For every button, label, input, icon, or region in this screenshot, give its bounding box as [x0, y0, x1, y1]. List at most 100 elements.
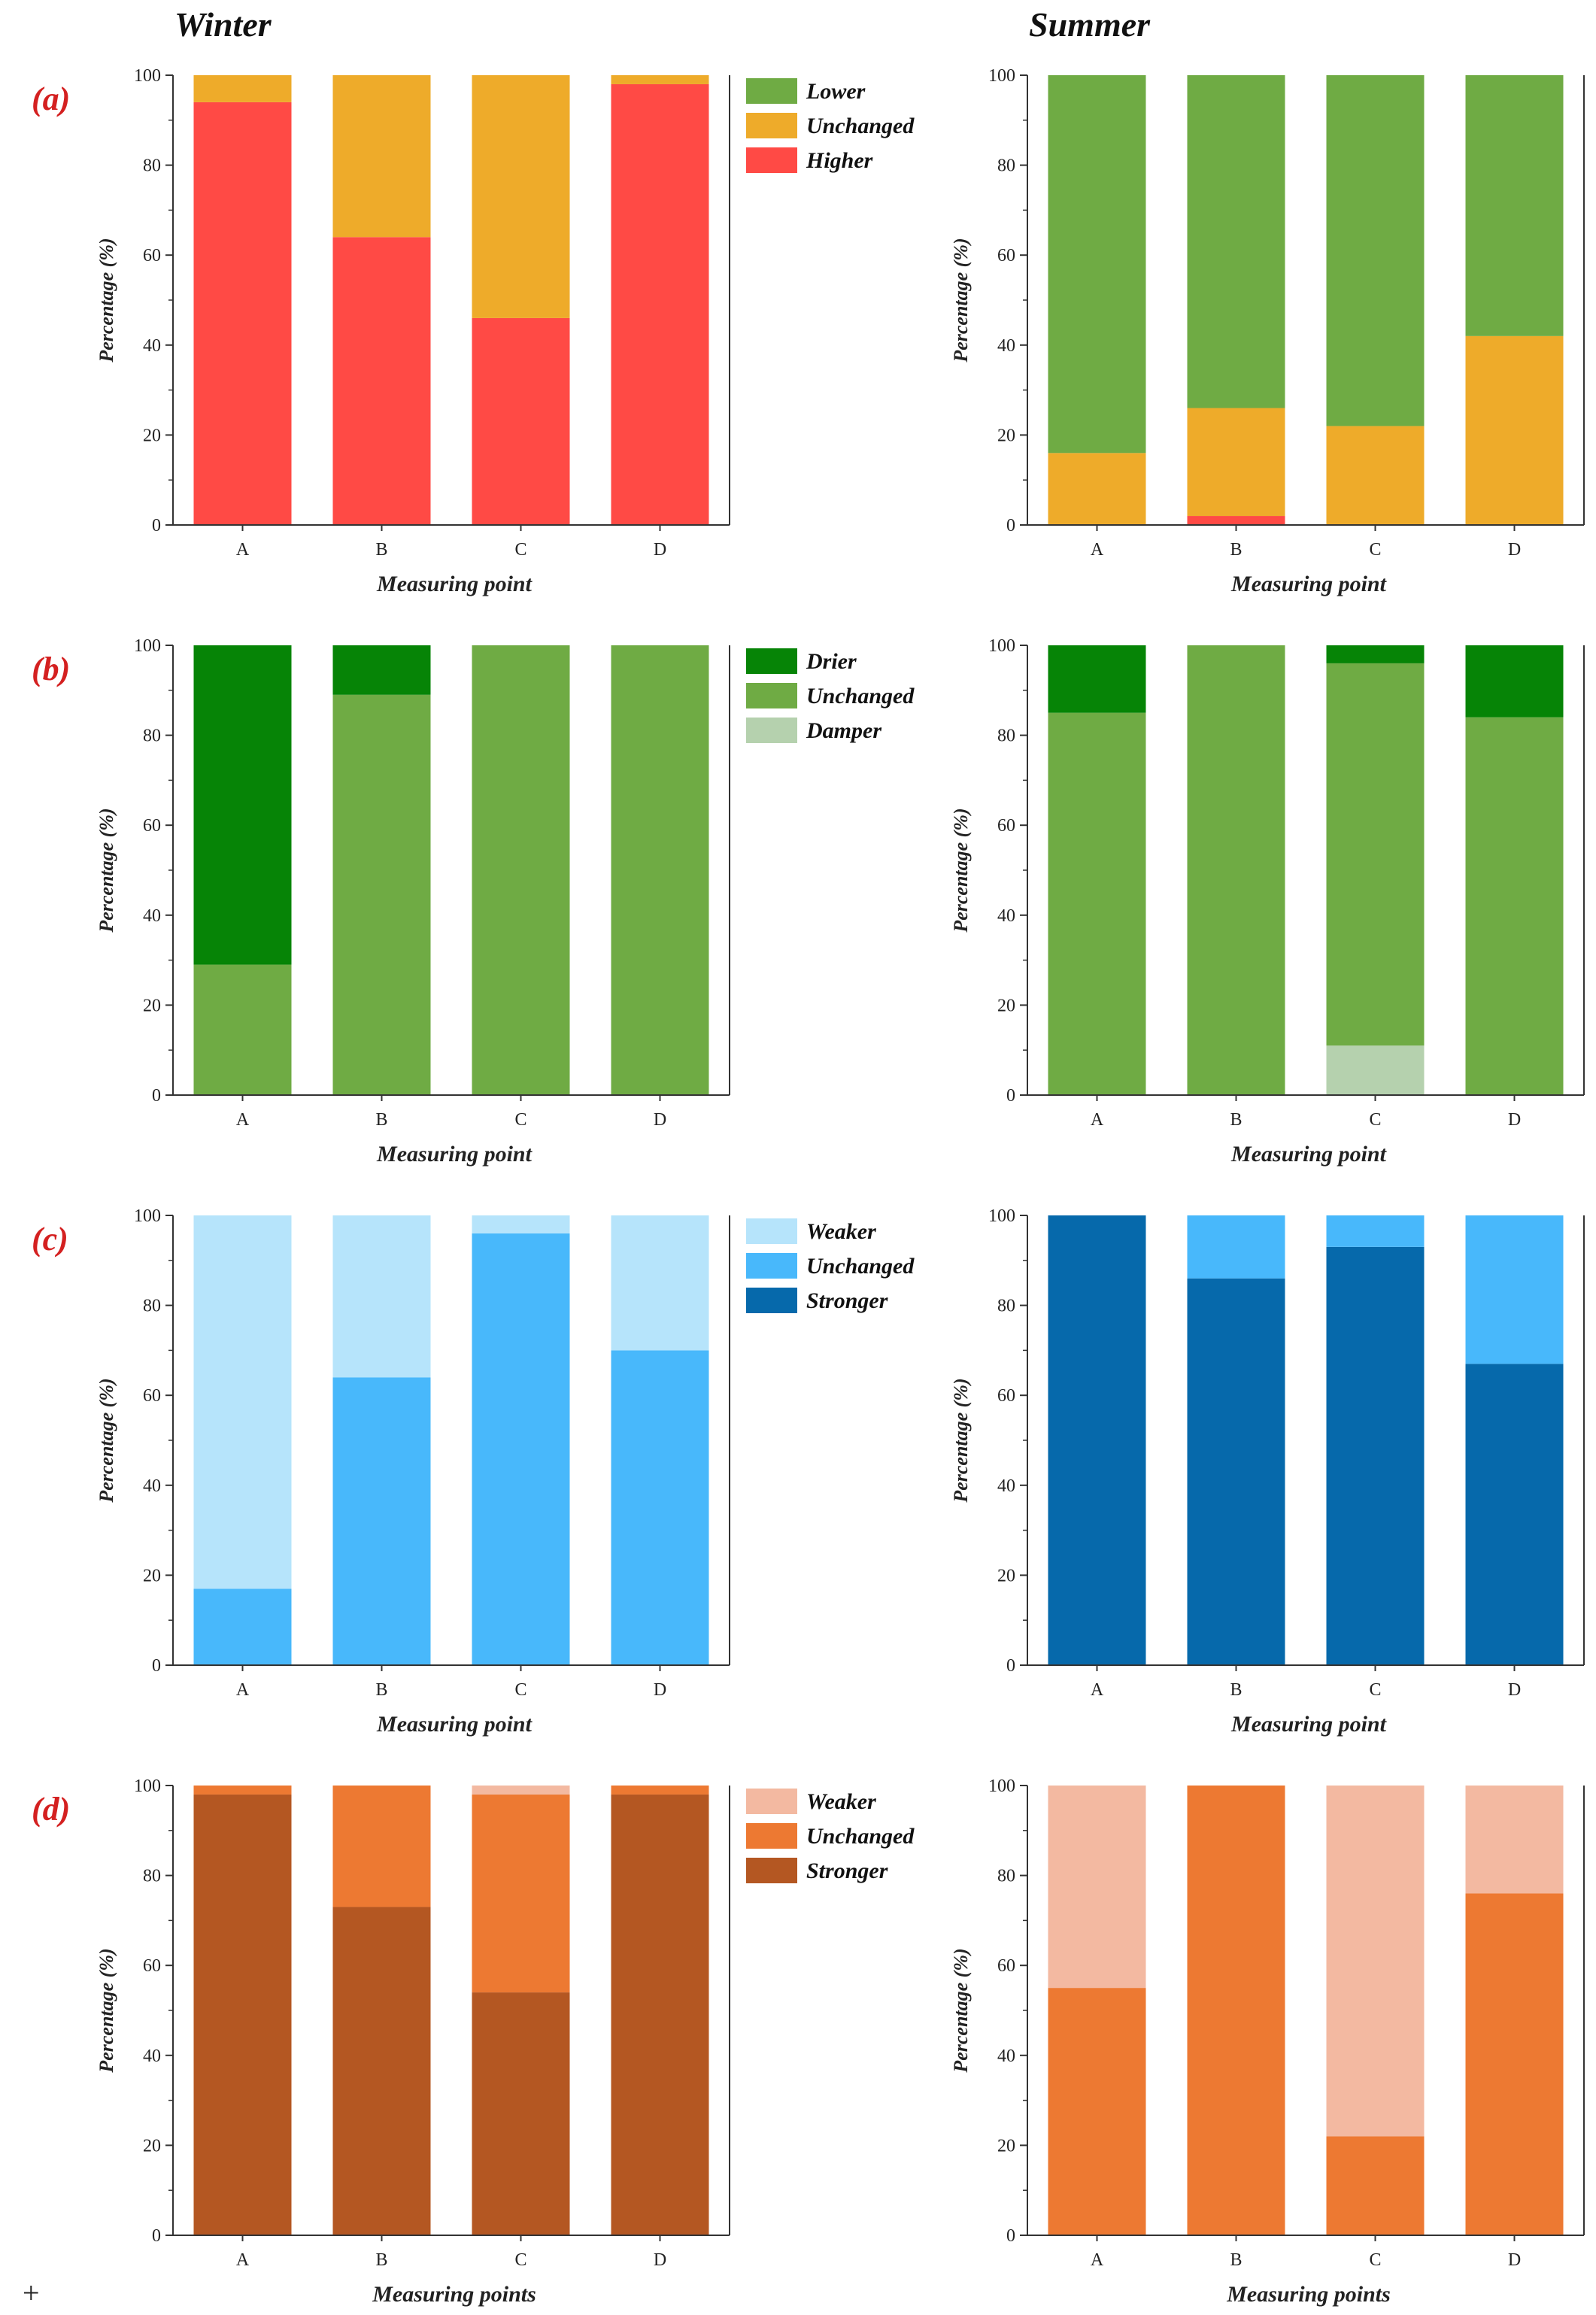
- y-tick-label: 20: [997, 2136, 1015, 2156]
- bar-c-stronger: [472, 1992, 570, 2235]
- y-axis-label: Percentage (%): [950, 1378, 972, 1503]
- y-tick-label: 0: [1006, 1656, 1015, 1676]
- x-tick-label: A: [236, 1110, 250, 1130]
- bar-a-unchanged: [193, 964, 292, 1095]
- bar-d-unchanged: [1465, 1893, 1564, 2235]
- y-axis-label: Percentage (%): [96, 238, 117, 363]
- bar-a-weaker: [193, 1215, 292, 1589]
- x-tick-label: A: [1091, 2250, 1104, 2270]
- winter-header: Winter: [174, 5, 272, 44]
- x-tick-label: C: [1369, 2250, 1381, 2270]
- y-tick-label: 100: [134, 1206, 161, 1226]
- x-tick-label: D: [1508, 540, 1521, 560]
- legend-swatch-higher: [746, 147, 797, 173]
- y-tick-label: 100: [988, 1776, 1015, 1796]
- y-tick-label: 60: [997, 1956, 1015, 1976]
- legend-label-lower: Lower: [806, 79, 866, 104]
- x-tick-label: C: [1369, 1680, 1381, 1700]
- chart-d-winter: (d) A B C D 0 20 40 60 80 100 Percentage (%) Measuri…: [32, 1776, 915, 2307]
- x-tick-label: B: [375, 1110, 387, 1130]
- legend-label-higher: Higher: [806, 148, 873, 173]
- y-tick-label: 40: [997, 1476, 1015, 1496]
- legend-label-stronger: Stronger: [806, 1858, 888, 1883]
- y-axis-label: Percentage (%): [96, 1948, 117, 2073]
- bar-d-unchanged: [611, 1350, 709, 1665]
- bar-b-unchanged: [332, 1377, 431, 1665]
- bar-b-stronger: [332, 1907, 431, 2235]
- legend-swatch-unchanged: [746, 1253, 797, 1279]
- legend-swatch-lower: [746, 78, 797, 104]
- bar-a-stronger: [1048, 1215, 1146, 1665]
- bar-a-unchanged: [1048, 453, 1146, 525]
- bar-b-lower: [1187, 75, 1285, 408]
- x-tick-label: D: [654, 1110, 666, 1130]
- y-tick-label: 40: [997, 336, 1015, 356]
- chart-c-summer: A B C D 0 20 40 60 80 100 Percentage (%) Measuring …: [950, 1206, 1585, 1737]
- bar-b-weaker: [332, 1215, 431, 1378]
- bar-c-weaker: [1326, 1786, 1425, 2137]
- bar-d-unchanged: [611, 75, 709, 84]
- bar-c-damper: [1326, 1045, 1425, 1095]
- bar-b-unchanged: [1187, 408, 1285, 517]
- x-axis-label: Measuring point: [376, 1142, 533, 1167]
- bar-c-drier: [1326, 645, 1425, 663]
- y-tick-label: 0: [1006, 1086, 1015, 1106]
- bar-c-weaker: [472, 1786, 570, 1795]
- bar-c-stronger: [1326, 1246, 1425, 1665]
- y-tick-label: 100: [134, 1776, 161, 1796]
- bar-d-weaker: [611, 1215, 709, 1351]
- y-tick-label: 100: [988, 636, 1015, 656]
- charts-layer: (a) A B C D 0 20 40 60 80 100 Percentage (%) Measuri…: [32, 66, 1585, 2307]
- legend-swatch-damper: [746, 718, 797, 743]
- x-tick-label: B: [1230, 1680, 1242, 1700]
- y-tick-label: 40: [143, 1476, 161, 1496]
- bar-b-unchanged: [332, 694, 431, 1095]
- y-axis-label: Percentage (%): [950, 808, 972, 933]
- bar-a-unchanged: [1048, 1988, 1146, 2235]
- x-tick-label: D: [654, 2250, 666, 2270]
- y-tick-label: 60: [143, 1956, 161, 1976]
- bar-c-unchanged: [472, 1233, 570, 1665]
- bar-a-drier: [1048, 645, 1146, 713]
- x-tick-label: D: [1508, 1110, 1521, 1130]
- x-axis-label: Measuring point: [1230, 572, 1388, 596]
- bar-b-unchanged: [1187, 1215, 1285, 1279]
- bar-c-unchanged: [1326, 1215, 1425, 1247]
- x-tick-label: C: [1369, 540, 1381, 560]
- chart-a-summer: A B C D 0 20 40 60 80 100 Percentage (%) Measuring …: [950, 66, 1585, 596]
- y-axis-label: Percentage (%): [96, 1378, 117, 1503]
- bar-b-unchanged: [332, 1786, 431, 1907]
- x-tick-label: D: [1508, 1680, 1521, 1700]
- x-axis-label: Measuring points: [1226, 2282, 1391, 2307]
- bar-d-unchanged: [1465, 335, 1564, 525]
- y-tick-label: 20: [997, 996, 1015, 1015]
- x-tick-label: A: [236, 540, 250, 560]
- x-axis-label: Measuring point: [1230, 1712, 1388, 1737]
- y-tick-label: 0: [1006, 516, 1015, 536]
- y-tick-label: 60: [143, 816, 161, 836]
- chart-b-summer: A B C D 0 20 40 60 80 100 Percentage (%) Measuring …: [950, 636, 1585, 1167]
- y-tick-label: 80: [143, 1867, 161, 1886]
- chart-d-summer: A B C D 0 20 40 60 80 100 Percentage (%) Measuring …: [950, 1776, 1585, 2307]
- y-tick-label: 80: [997, 1297, 1015, 1316]
- bar-a-higher: [193, 102, 292, 525]
- panel-label: (a): [32, 80, 70, 117]
- bar-a-unchanged: [193, 1588, 292, 1665]
- legend-swatch-weaker: [746, 1218, 797, 1244]
- y-tick-label: 40: [143, 906, 161, 926]
- y-tick-label: 80: [143, 156, 161, 176]
- panel-label: (d): [32, 1791, 70, 1828]
- y-tick-label: 60: [997, 246, 1015, 265]
- x-tick-label: C: [514, 2250, 526, 2270]
- x-tick-label: A: [1091, 540, 1104, 560]
- x-tick-label: A: [236, 2250, 250, 2270]
- y-axis-label: Percentage (%): [950, 238, 972, 363]
- bar-a-stronger: [193, 1794, 292, 2235]
- y-tick-label: 60: [997, 1386, 1015, 1406]
- bar-c-unchanged: [472, 1794, 570, 1993]
- bar-b-stronger: [1187, 1278, 1285, 1665]
- bar-c-unchanged: [1326, 2136, 1425, 2235]
- bar-b-unchanged: [332, 75, 431, 238]
- y-tick-label: 40: [143, 2046, 161, 2066]
- x-tick-label: B: [1230, 540, 1242, 560]
